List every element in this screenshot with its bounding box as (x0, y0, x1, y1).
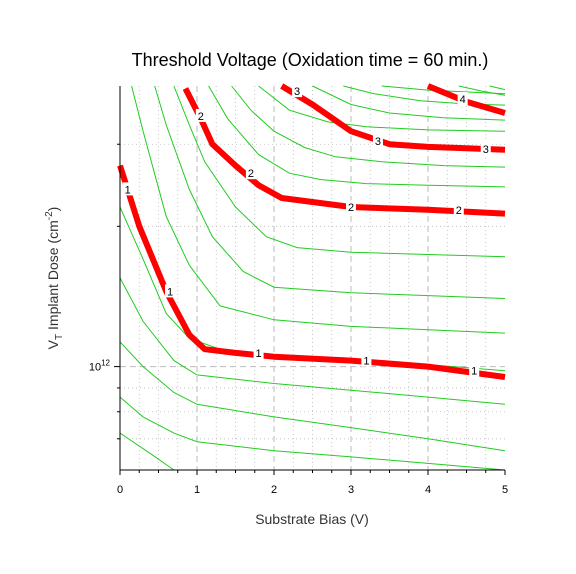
highlight-contours (117, 83, 506, 380)
x-axis-label: Substrate Bias (V) (255, 511, 369, 527)
contour-line (343, 85, 506, 106)
contour-line (119, 341, 506, 452)
x-tick-label: 2 (271, 484, 277, 496)
x-tick-label: 5 (502, 484, 508, 496)
x-tick-label: 4 (425, 484, 431, 496)
contour-label-bg (480, 142, 491, 156)
y-axis-label-sub: T (54, 334, 65, 340)
y-tick-label-base: 10 (89, 362, 101, 374)
contour-line (489, 85, 506, 91)
contour-label-bg (346, 200, 356, 214)
highlight-contour-3 (280, 83, 506, 153)
y-axis-label-main: V (45, 339, 61, 349)
contour-label: 1 (125, 184, 131, 196)
contour-label-bg (122, 182, 133, 196)
contour-label-bg (245, 166, 256, 180)
contour-label-bg (453, 202, 464, 216)
x-tick-label: 3 (348, 484, 354, 496)
contour-line (173, 85, 506, 258)
y-axis-label-close: ) (45, 207, 61, 212)
contour-label: 1 (167, 286, 173, 298)
contour-line (119, 277, 506, 405)
chart-title: Threshold Voltage (Oxidation time = 60 m… (132, 50, 489, 70)
y-axis-label: VT Implant Dose (cm-2) (44, 207, 65, 350)
contour-label: 2 (248, 168, 254, 180)
contour-label: 2 (348, 202, 354, 214)
contour-line (131, 85, 506, 334)
contour-label-bg (165, 284, 176, 298)
contour-label-bg (457, 92, 468, 106)
contour-line (312, 85, 506, 121)
contour-line (154, 85, 506, 299)
contour-label: 3 (294, 86, 300, 98)
contour-label-bg (361, 353, 372, 367)
x-tick-label: 0 (117, 484, 123, 496)
contour-line (458, 85, 506, 96)
contour-line (119, 432, 175, 471)
highlight-contour-1 (117, 164, 506, 380)
contour-labels: 1 1 1 1 1 2 2 2 2 3 3 3 4 (122, 84, 491, 378)
contour-label-bg (195, 108, 206, 122)
y-axis-label-rest: Implant Dose (cm (45, 220, 61, 334)
y-tick-label: 1012 (89, 359, 111, 374)
contour-line (208, 85, 506, 188)
x-tick-label: 1 (194, 484, 200, 496)
y-tick-label-exp: 12 (101, 359, 110, 368)
contour-line (231, 85, 506, 168)
contour-label: 1 (363, 356, 369, 368)
contour-line (381, 85, 506, 95)
contour-label: 1 (471, 366, 477, 378)
contour-label: 3 (483, 144, 489, 156)
contour-label-bg (469, 363, 480, 377)
highlight-contour-2 (182, 87, 506, 217)
contour-line (258, 85, 506, 132)
contour-label: 3 (375, 136, 381, 148)
contour-label: 4 (460, 94, 466, 106)
contour-label-bg (292, 84, 303, 98)
contour-label: 1 (256, 348, 262, 360)
y-axis-label-sup: -2 (44, 211, 55, 220)
contour-line (119, 396, 506, 471)
contour-label: 2 (198, 111, 204, 123)
contour-label: 2 (456, 205, 462, 217)
contour-label-bg (372, 133, 383, 147)
contour-label-bg (253, 345, 264, 359)
grid (120, 86, 505, 470)
